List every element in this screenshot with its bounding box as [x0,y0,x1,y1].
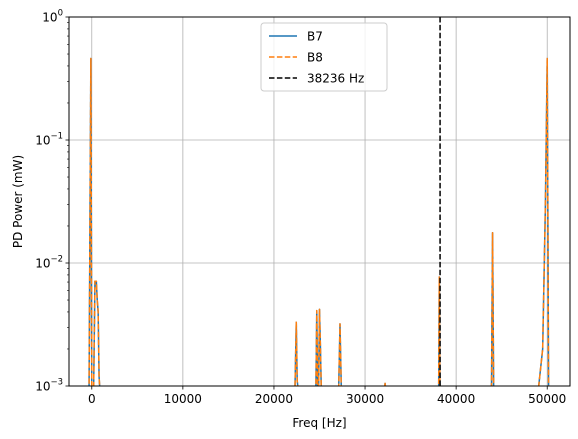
legend-label: 38236 Hz [307,72,364,86]
y-tick-label: 100 [42,9,63,25]
x-tick-label: 20000 [255,392,293,406]
x-tick-label: 30000 [346,392,384,406]
y-tick-label: 10−1 [35,132,63,148]
x-axis-label: Freq [Hz] [292,416,346,430]
x-tick-label: 40000 [437,392,475,406]
series-line-b8 [88,57,550,386]
legend-label: B7 [307,30,323,44]
y-axis: 10−3 10−2 10−1 100 [35,9,69,394]
legend-box [260,22,388,92]
legend: B7 B8 38236 Hz [260,22,388,92]
plot-frame [68,16,571,387]
x-tick-label: 10000 [164,392,202,406]
legend-label: B8 [307,51,323,65]
x-tick-label: 0 [88,392,96,406]
y-axis-label: PD Power (mW) [11,155,25,248]
series-layer [88,57,550,386]
x-axis: 0 10000 20000 30000 40000 50000 [88,386,566,406]
x-tick-label: 50000 [528,392,566,406]
y-tick-label: 10−2 [35,255,63,271]
y-tick-label: 10−3 [35,378,63,394]
